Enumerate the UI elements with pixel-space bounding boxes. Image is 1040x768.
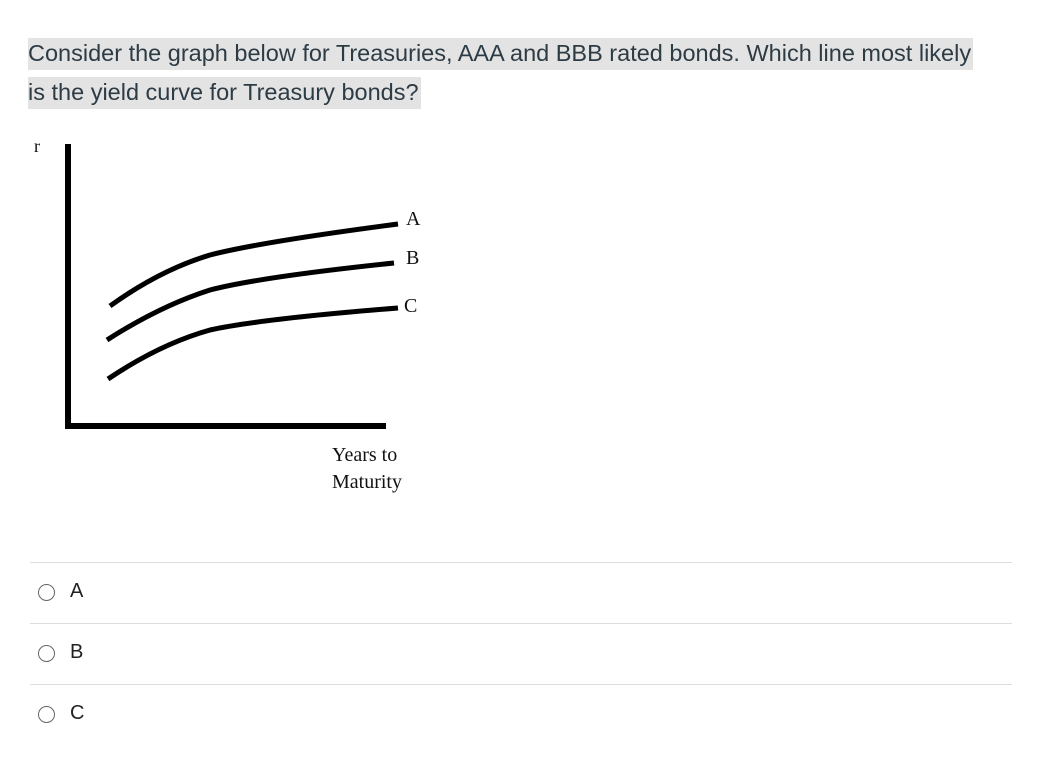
line-label: A xyxy=(406,208,421,230)
figure: r A B C Years to Maturity xyxy=(0,130,460,510)
option: A xyxy=(30,562,1012,624)
radio-button[interactable] xyxy=(38,584,55,601)
curve-a xyxy=(108,221,399,309)
option-label[interactable]: C xyxy=(70,702,85,724)
question: Consider the graph below for Treasuries,… xyxy=(28,34,988,112)
option: B xyxy=(30,623,1012,685)
curve-b xyxy=(105,260,395,343)
line-label: B xyxy=(406,247,420,269)
option: C xyxy=(30,684,1012,746)
question-text: Consider the graph below for Treasuries,… xyxy=(28,38,974,109)
radio-button[interactable] xyxy=(38,645,55,662)
x-axis-label: Years to Maturity xyxy=(332,444,402,493)
graph xyxy=(65,144,399,429)
line-label: C xyxy=(404,295,418,317)
radio-button[interactable] xyxy=(38,706,55,723)
option-label[interactable]: B xyxy=(70,641,84,663)
curve-c xyxy=(106,305,399,382)
y-axis-label: r xyxy=(34,136,40,156)
option-label[interactable]: A xyxy=(70,580,84,602)
